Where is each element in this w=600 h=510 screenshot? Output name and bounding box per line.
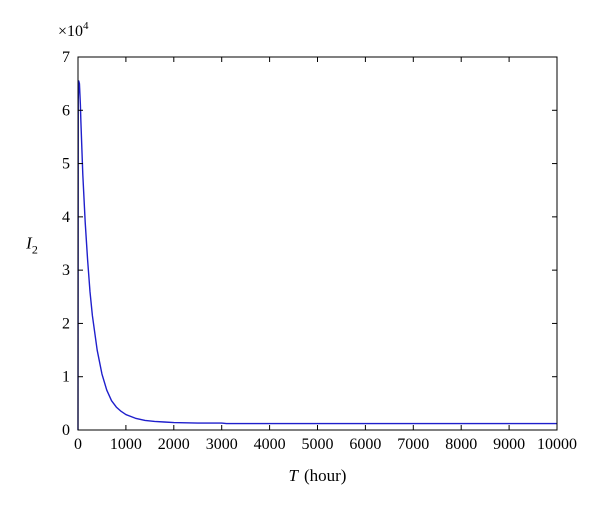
y-tick-label: 5 [62, 156, 70, 173]
y-multiplier-base: ×10 [58, 23, 83, 40]
y-tick-label: 7 [62, 49, 70, 66]
y-tick-label: 0 [62, 422, 70, 439]
y-tick-label: 4 [62, 209, 70, 226]
x-tick-label: 1000 [110, 436, 142, 453]
x-tick-label: 7000 [397, 436, 429, 453]
x-tick-label: 6000 [349, 436, 381, 453]
x-tick-label: 4000 [254, 436, 286, 453]
x-tick-label: 3000 [206, 436, 238, 453]
axes [77, 56, 558, 431]
x-tick-label: 2000 [158, 436, 190, 453]
series-line-0 [77, 80, 557, 431]
plot-frame [77, 56, 558, 431]
y-axis-subscript: 2 [32, 243, 38, 257]
x-axis-unit: (hour) [304, 466, 346, 485]
y-tick-label: 3 [62, 262, 70, 279]
x-tick-label: 0 [74, 436, 82, 453]
x-axis-variable: T [289, 466, 300, 485]
plot-area [77, 80, 557, 431]
y-tick-label: 6 [62, 102, 70, 119]
y-tick-label: 2 [62, 315, 70, 332]
x-axis-ticks: 0 1000 2000 3000 4000 5000 6000 7000 8000 9000 100… [74, 57, 577, 453]
y-axis-variable: I [25, 234, 33, 253]
y-multiplier-exponent: 4 [83, 20, 89, 32]
y-axis-multiplier: ×104 [58, 20, 89, 40]
y-axis-label: I2 [25, 234, 38, 257]
x-tick-label: 5000 [302, 436, 334, 453]
x-tick-label: 10000 [537, 436, 577, 453]
x-tick-label: 9000 [493, 436, 525, 453]
y-axis-ticks: 0 1 2 3 4 5 6 7 [62, 49, 557, 439]
x-tick-label: 8000 [445, 436, 477, 453]
y-tick-label: 1 [62, 369, 70, 386]
x-axis-label: T (hour) [289, 466, 347, 485]
